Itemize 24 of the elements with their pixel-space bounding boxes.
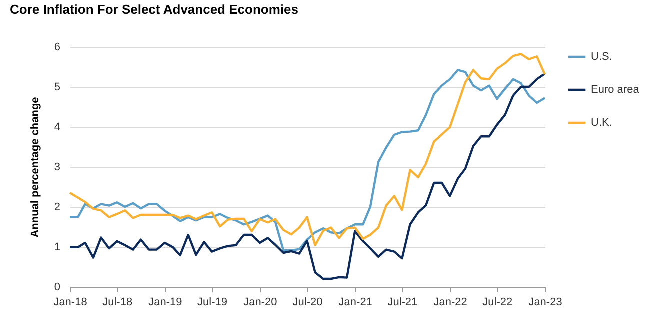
y-axis-title: Annual percentage change (29, 97, 42, 238)
x-tick-label: Jul-22 (482, 296, 513, 308)
x-tick-label: Jul-18 (102, 296, 133, 308)
x-tick-label: Jan-23 (528, 296, 562, 308)
y-tick-label: 1 (54, 242, 60, 254)
x-tick-label: Jan-22 (434, 296, 468, 308)
x-tick-label: Jul-21 (388, 296, 418, 308)
y-tick-label: 2 (54, 202, 60, 214)
line-series (68, 72, 546, 280)
y-tick-label: 0 (54, 282, 60, 294)
legend-label: U.K. (591, 117, 612, 129)
x-tick-label: Jan-18 (54, 296, 88, 308)
y-tick-label: 5 (54, 82, 60, 94)
x-tick-label: Jan-20 (244, 296, 278, 308)
chart-title: Core Inflation For Select Advanced Economies (10, 2, 298, 17)
legend-label: U.S. (591, 51, 612, 63)
x-tick-label: Jul-20 (292, 296, 323, 308)
x-tick-label: Jan-21 (338, 296, 372, 308)
legend-label: Euro area (591, 84, 640, 96)
y-tick-label: 3 (54, 162, 60, 174)
x-tick-label: Jul-19 (198, 296, 228, 308)
y-tick-label: 6 (54, 42, 60, 54)
x-tick-label: Jan-19 (148, 296, 182, 308)
y-tick-label: 4 (54, 122, 60, 134)
